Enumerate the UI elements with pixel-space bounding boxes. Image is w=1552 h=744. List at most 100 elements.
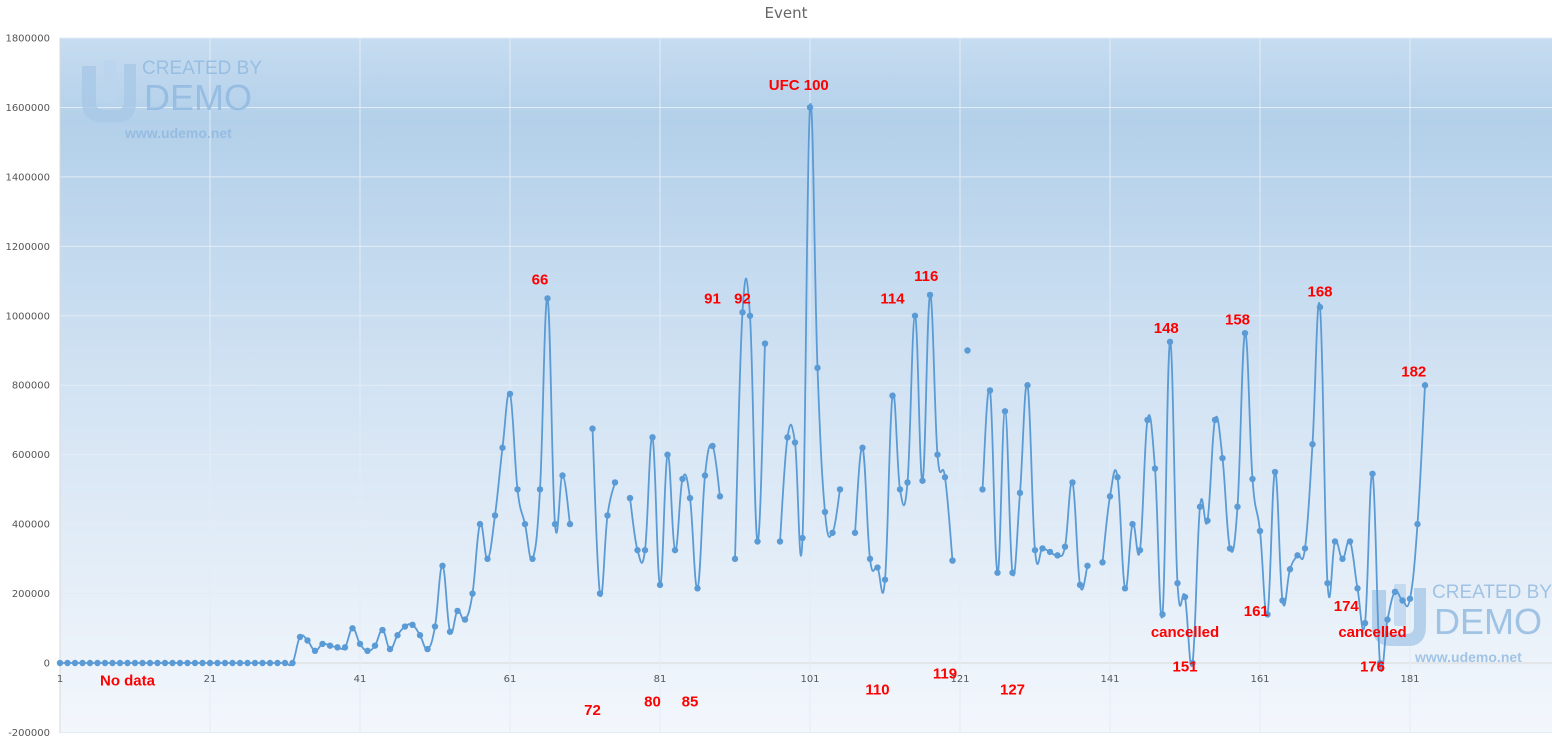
x-tick-label: 81 — [654, 674, 667, 685]
annotation-label: No data — [100, 673, 156, 690]
data-point — [1301, 545, 1309, 552]
data-point — [341, 644, 349, 651]
data-point — [1211, 416, 1219, 424]
data-point — [1219, 454, 1226, 462]
data-point — [829, 529, 836, 536]
data-point — [611, 479, 619, 486]
data-point — [86, 659, 94, 667]
annotation-label: 127 — [1000, 681, 1025, 698]
data-point — [146, 659, 154, 667]
data-point — [1346, 538, 1354, 545]
watermark-logo-bar-icon — [104, 60, 116, 102]
data-point — [701, 472, 709, 479]
data-point — [491, 512, 499, 519]
data-point — [1076, 581, 1084, 589]
data-point — [416, 632, 424, 639]
data-point — [941, 474, 949, 481]
watermark-logo-bar-icon — [1394, 584, 1406, 626]
data-point — [874, 564, 881, 571]
annotation-label: 182 — [1401, 364, 1426, 381]
data-point — [101, 659, 109, 667]
data-point — [1166, 338, 1174, 346]
y-tick-label: -200000 — [8, 728, 50, 739]
data-point — [761, 340, 769, 347]
watermark-url: www.udemo.net — [1414, 649, 1522, 665]
x-tick-label: 61 — [504, 674, 517, 685]
y-tick-label: 0 — [44, 659, 50, 670]
annotation-label: 114 — [880, 291, 905, 308]
data-point — [911, 312, 919, 319]
data-point — [1369, 470, 1376, 477]
data-point — [664, 451, 671, 458]
data-point — [476, 520, 484, 528]
data-point — [1271, 468, 1279, 476]
data-point — [1084, 562, 1091, 569]
data-point — [986, 387, 994, 394]
data-point — [866, 555, 874, 563]
data-point — [529, 555, 536, 563]
data-point — [401, 623, 409, 630]
data-point — [641, 546, 649, 554]
data-point — [326, 642, 334, 649]
data-point — [716, 493, 724, 500]
data-point — [371, 642, 379, 649]
data-point — [1361, 619, 1369, 627]
watermark-url: www.udemo.net — [124, 125, 232, 141]
data-point — [731, 555, 739, 563]
data-point — [1294, 552, 1301, 559]
data-point — [1204, 517, 1211, 524]
data-point — [544, 295, 551, 302]
data-point — [521, 520, 529, 528]
data-point — [1046, 548, 1054, 556]
data-point — [1316, 303, 1324, 311]
data-point — [604, 512, 611, 519]
data-point — [356, 640, 364, 648]
data-point — [176, 659, 184, 667]
data-point — [1196, 503, 1204, 510]
data-point — [1099, 559, 1106, 566]
data-point — [1339, 555, 1346, 563]
data-point — [506, 390, 514, 398]
data-point — [1384, 616, 1391, 623]
data-point — [1226, 545, 1234, 552]
data-point — [364, 647, 371, 655]
data-point — [161, 659, 169, 667]
data-point — [896, 486, 904, 493]
data-point — [64, 659, 71, 667]
data-point — [979, 486, 986, 493]
data-point — [1376, 659, 1384, 667]
data-point — [1309, 441, 1316, 448]
data-point — [454, 607, 461, 615]
data-point — [1016, 489, 1024, 497]
y-tick-label: 600000 — [12, 450, 50, 461]
data-point — [116, 659, 124, 667]
data-point — [1144, 416, 1151, 424]
annotation-label: 110 — [865, 681, 889, 698]
annotation-label: 91 — [704, 291, 721, 308]
data-point — [806, 104, 814, 111]
watermark-brand: DEMO — [1434, 601, 1542, 642]
data-point — [229, 659, 236, 667]
data-point — [1106, 493, 1114, 500]
data-point — [1031, 546, 1039, 554]
data-point — [814, 364, 821, 372]
watermark-brand: DEMO — [144, 77, 252, 118]
data-point — [484, 555, 491, 563]
data-point — [994, 569, 1001, 576]
data-point — [274, 659, 281, 667]
data-point — [349, 625, 356, 632]
data-point — [109, 659, 116, 667]
data-point — [206, 659, 214, 667]
data-point — [1009, 569, 1016, 576]
data-point — [431, 623, 439, 630]
data-point — [1129, 520, 1136, 528]
x-axis-ticks: 1 21 41 61 81 101 121 141 161 181 — [57, 674, 1420, 685]
data-point — [124, 659, 131, 667]
data-point — [199, 659, 206, 667]
annotation-label: 92 — [734, 291, 751, 308]
data-point — [409, 621, 416, 629]
